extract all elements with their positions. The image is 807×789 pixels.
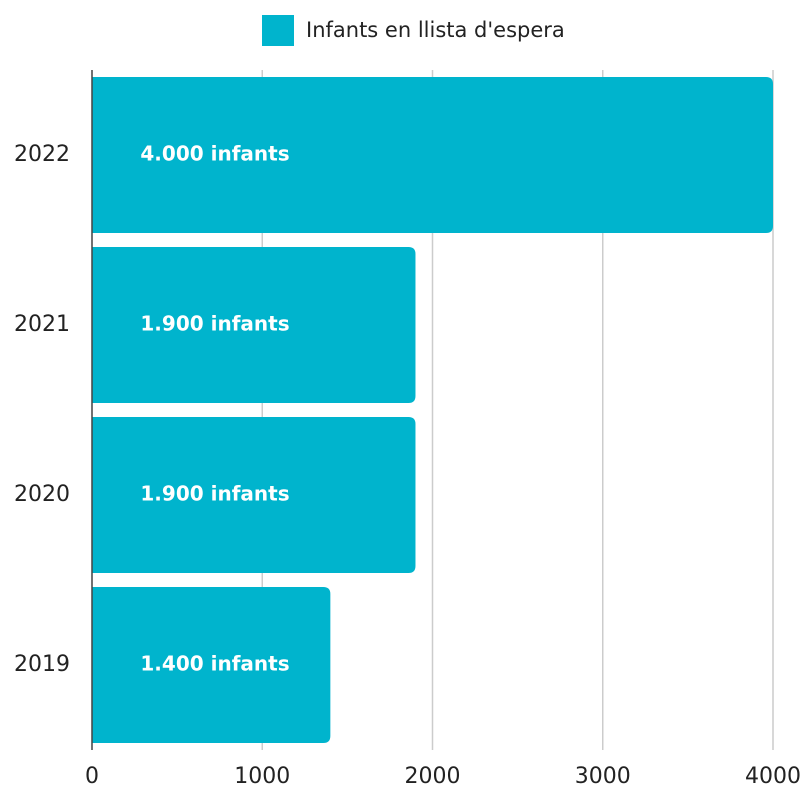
x-tick-label: 0 (85, 764, 99, 789)
bar (92, 587, 331, 743)
y-tick-label: 2019 (14, 652, 70, 677)
bar (92, 417, 416, 573)
x-tick-label: 2000 (405, 764, 461, 789)
value-label: 4.000 infants (140, 142, 289, 166)
x-tick-label: 3000 (575, 764, 631, 789)
legend-label: Infants en llista d'espera (306, 18, 565, 42)
y-tick-label: 2022 (14, 142, 70, 167)
y-tick-label: 2021 (14, 312, 70, 337)
x-tick-label: 4000 (745, 764, 801, 789)
bar (92, 77, 773, 233)
x-tick-label: 1000 (234, 764, 290, 789)
value-label: 1.400 infants (140, 652, 289, 676)
y-tick-label: 2020 (14, 482, 70, 507)
value-label: 1.900 infants (140, 312, 289, 336)
legend-swatch (262, 15, 294, 46)
bar (92, 247, 416, 403)
value-label: 1.900 infants (140, 482, 289, 506)
